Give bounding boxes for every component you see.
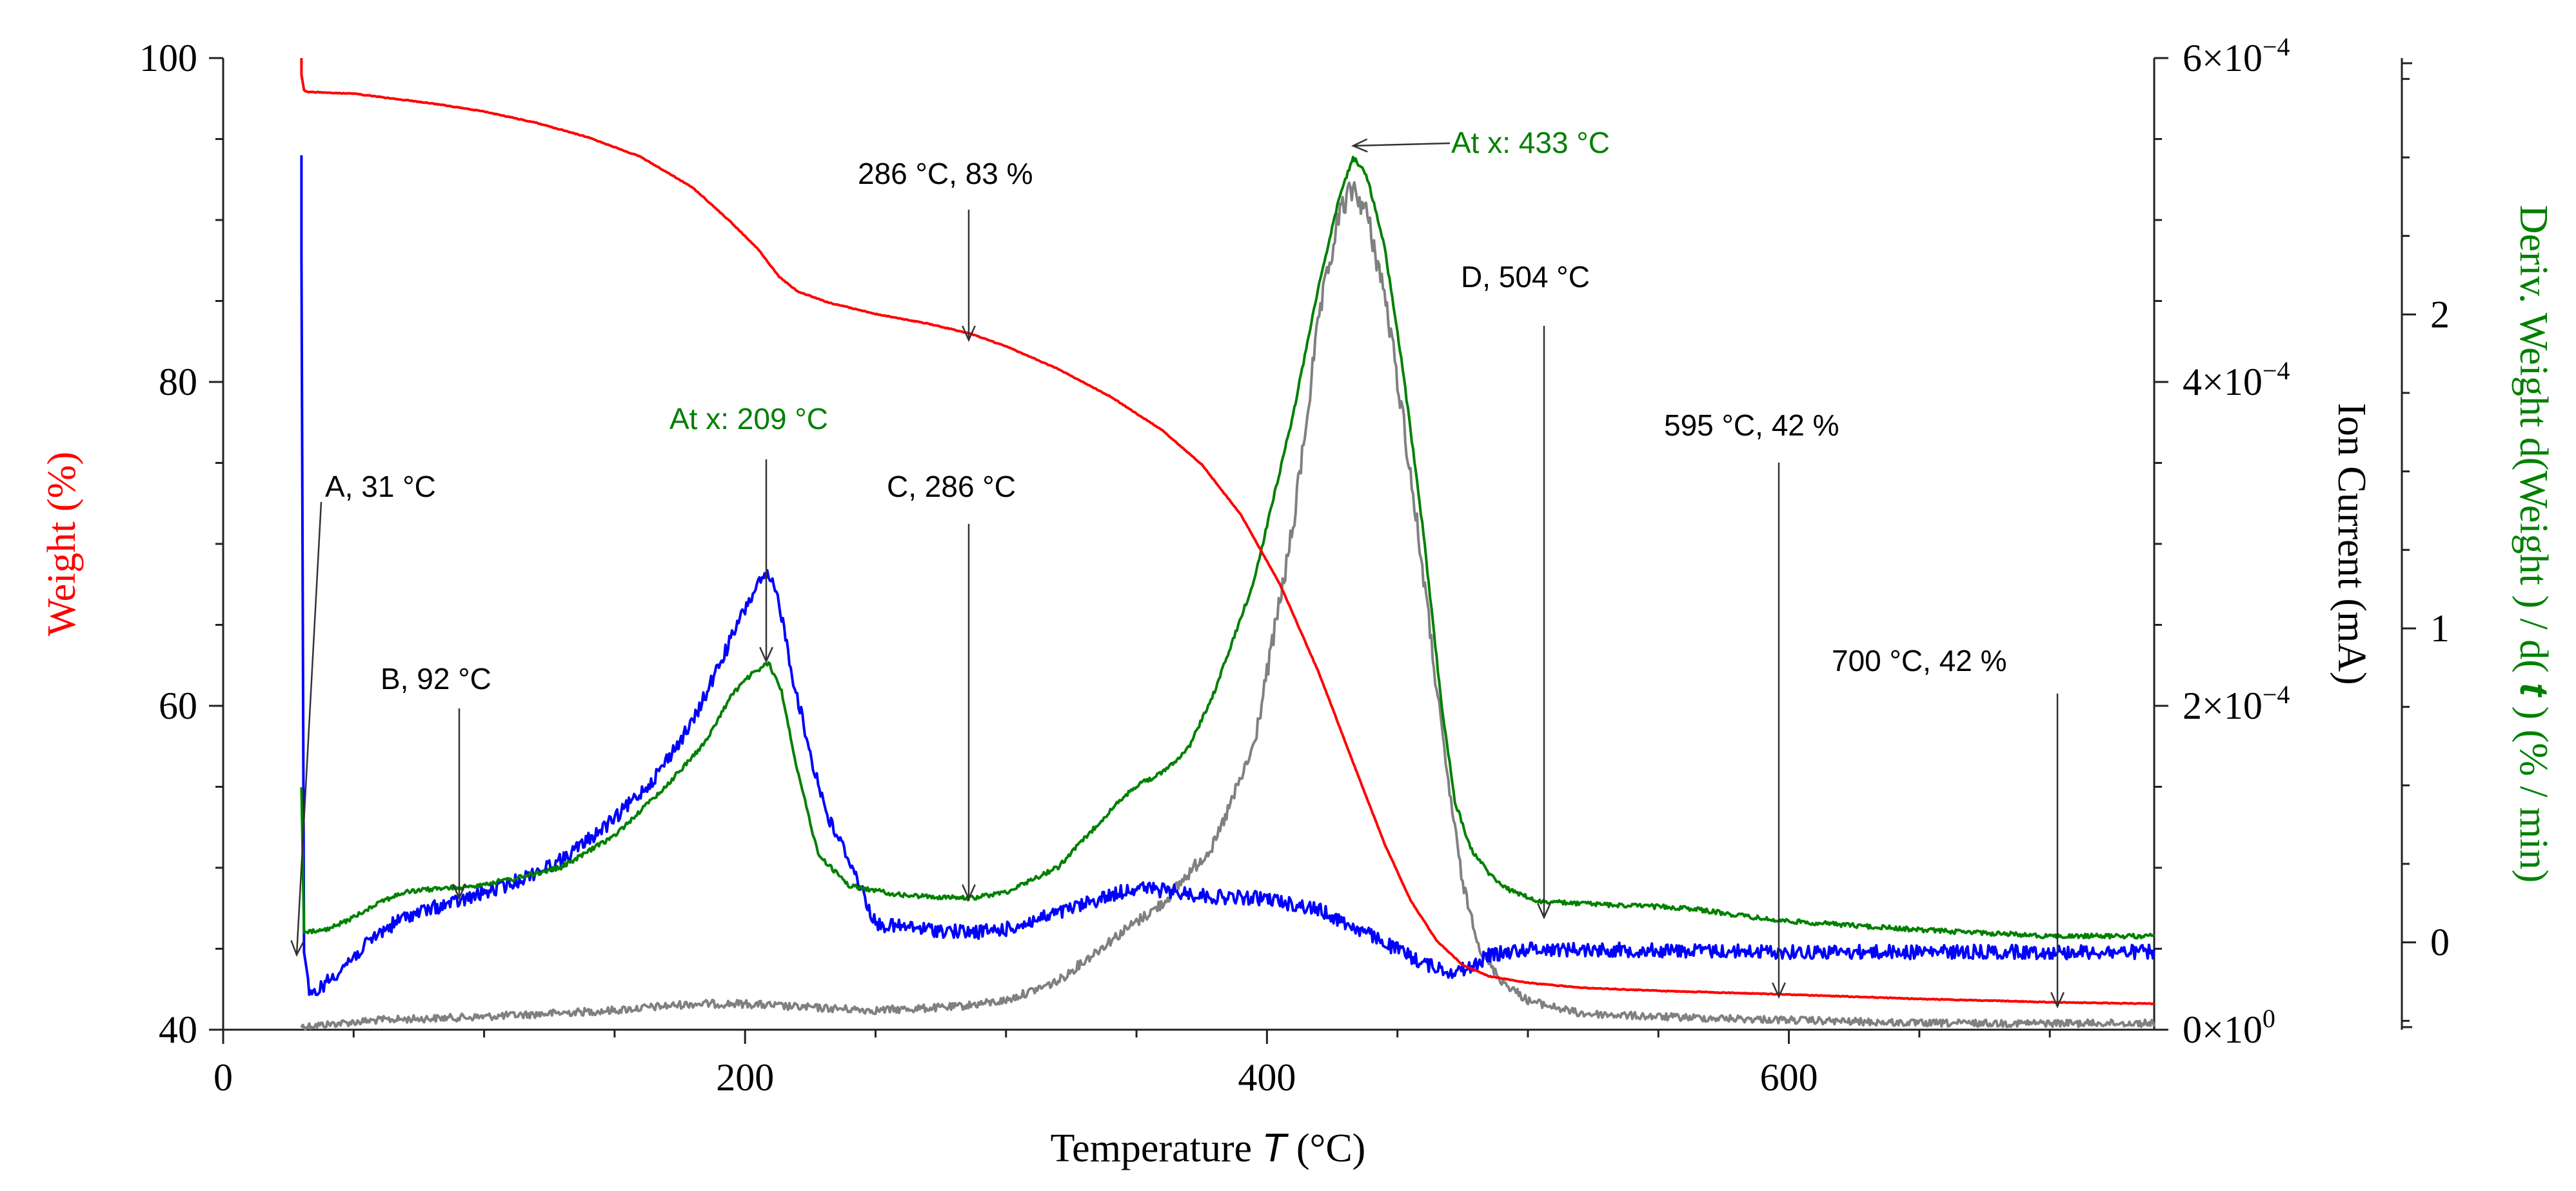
plot-frame [209, 57, 2416, 1044]
annotation-6: At x: 433 °C [1351, 126, 1610, 159]
annotation-arrow-head [452, 883, 466, 901]
annotation-5: 286 °C, 83 % [858, 157, 1033, 343]
y-right-ion-axis-title: Ion Current (mA) [2330, 403, 2373, 685]
y-right-tick-label: 4×10−4 [2183, 356, 2290, 403]
annotation-3: At x: 209 °C [669, 402, 828, 664]
annotation-arrow-head [962, 884, 976, 901]
y-left-tick-label: 60 [159, 685, 197, 727]
annotation-8: 595 °C, 42 % [1664, 408, 1839, 999]
annotation-1: A, 31 °C [290, 470, 436, 957]
y-right-tick-label: 2×10−4 [2183, 680, 2290, 727]
annotation-label: 700 °C, 42 % [1832, 644, 2007, 677]
y-left-tick-label: 100 [139, 37, 197, 79]
annotation-arrow-line [295, 501, 322, 956]
annotation-arrow-head [290, 940, 305, 957]
annotation-label: At x: 433 °C [1451, 126, 1610, 159]
y-deriv-tick-label: 1 [2430, 607, 2450, 650]
x-tick-label: 400 [1238, 1056, 1296, 1099]
y-left-axis-title: Weight (%) [40, 452, 84, 636]
annotation-9: 700 °C, 42 % [1832, 644, 2065, 1009]
ion-current-blue-curve [300, 155, 2155, 996]
y-right-tick-label: 0×100 [2183, 1004, 2275, 1051]
annotation-arrow-head [1772, 982, 1786, 999]
y-right-tick-label: 6×10−4 [2183, 32, 2290, 79]
y-left-tick-label: 40 [159, 1008, 197, 1051]
annotation-2: B, 92 °C [381, 662, 491, 901]
annotation-label: C, 286 °C [887, 470, 1016, 503]
x-tick-label: 0 [213, 1056, 233, 1099]
annotation-layer: A, 31 °C B, 92 °C At x: 209 °C C, 286 °C 286… [290, 126, 2065, 1009]
annotation-7: D, 504 °C [1461, 260, 1590, 920]
deriv-weight-curve [300, 155, 2155, 940]
x-tick-label: 200 [716, 1056, 774, 1099]
annotation-label: 595 °C, 42 % [1664, 408, 1839, 442]
annotation-4: C, 286 °C [887, 470, 1016, 901]
annotation-label: A, 31 °C [325, 470, 436, 503]
annotation-label: At x: 209 °C [669, 402, 828, 435]
ion-current-gray-curve [300, 181, 2155, 1031]
series-layer [300, 58, 2155, 1031]
x-axis-title: Temperature T (°C) [1051, 1126, 1366, 1170]
annotation-label: B, 92 °C [381, 662, 491, 696]
annotation-arrow-head [759, 646, 773, 664]
y-left-tick-label: 80 [159, 361, 197, 403]
annotation-arrow-head [962, 325, 976, 343]
annotation-arrow-line [1352, 142, 1451, 147]
weight-curve [300, 58, 2154, 1006]
annotation-label: 286 °C, 83 % [858, 157, 1033, 190]
annotation-label: D, 504 °C [1461, 260, 1590, 294]
x-tick-label: 600 [1760, 1056, 1818, 1099]
y-deriv-axis-title: Deriv. Weight d(Weight ) / d( t ) (% / m… [2512, 205, 2556, 883]
annotation-arrow-head [1351, 138, 1368, 153]
y-deriv-tick-label: 2 [2430, 293, 2450, 335]
annotation-arrow-head [2050, 992, 2065, 1009]
annotation-arrow-head [1537, 903, 1551, 920]
y-deriv-tick-label: 0 [2430, 921, 2450, 964]
axis-layer: 0 200 400 600 Temperature T (°C) 40 60 80 100 Wei… [40, 32, 2556, 1170]
